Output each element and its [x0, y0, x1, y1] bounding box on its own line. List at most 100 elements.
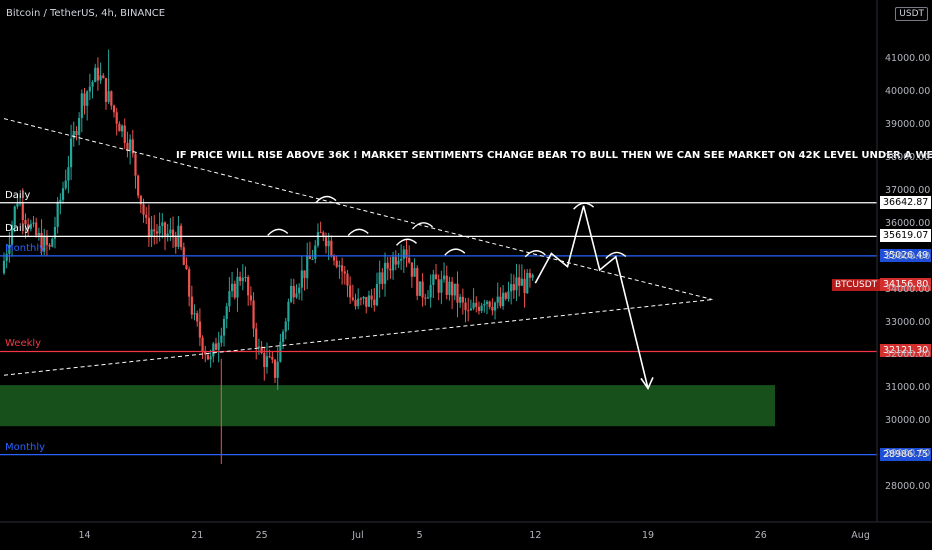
candle-body	[354, 299, 357, 307]
candle-body	[174, 237, 177, 247]
candle-body	[284, 321, 287, 332]
candle-body	[271, 356, 274, 360]
candle-body	[123, 125, 126, 143]
chart-title: Bitcoin / TetherUS, 4h, BINANCE	[6, 8, 166, 19]
candle-body	[24, 219, 27, 225]
pattern-arc	[267, 228, 289, 236]
y-tick-label: 34000.00	[885, 283, 931, 295]
candle-body	[163, 222, 167, 236]
candle-body	[120, 125, 124, 132]
candle-body	[306, 255, 309, 279]
level-label-0: Daily	[5, 189, 31, 201]
y-tick-label: 30000.00	[885, 415, 931, 427]
candle-body	[276, 361, 279, 378]
candle-body	[515, 277, 518, 291]
candle-body	[448, 281, 451, 295]
candle-body	[416, 268, 419, 296]
candle-body	[204, 351, 207, 355]
candle-body	[504, 292, 507, 299]
candle-body	[110, 91, 113, 106]
candle-body	[158, 226, 161, 234]
candle-body	[362, 296, 365, 299]
candle-body	[147, 217, 150, 238]
candle-body	[418, 281, 422, 296]
candle-body	[330, 240, 333, 257]
candle-body	[268, 356, 271, 358]
candle-body	[94, 67, 97, 83]
candle-body	[483, 303, 486, 306]
candle-body	[319, 232, 322, 234]
candle-body	[51, 238, 54, 247]
x-tick-label: 19	[642, 530, 655, 541]
candle-body	[402, 249, 405, 259]
candle-body	[440, 279, 443, 293]
candle-body	[241, 277, 244, 282]
candle-body	[314, 245, 317, 259]
candle-body	[263, 352, 266, 368]
candle-body	[61, 188, 65, 200]
candle-body	[59, 199, 62, 202]
candle-body	[453, 283, 456, 296]
candle-body	[217, 342, 220, 350]
candle-body	[308, 255, 311, 259]
candle-body	[520, 278, 523, 286]
candle-body	[383, 262, 387, 284]
level-label-2: Monthly	[5, 242, 46, 254]
level-price-tag-3: 32121.30	[880, 344, 932, 358]
candle-body	[491, 306, 494, 311]
y-tick-label: 39000.00	[885, 119, 931, 131]
candle-body	[145, 214, 148, 218]
level-price-tag-4: 28986.75	[880, 447, 932, 461]
y-tick-label: 36000.00	[885, 217, 931, 229]
candle-body	[480, 305, 483, 311]
candle-body	[346, 273, 349, 286]
candle-body	[80, 93, 83, 119]
candle-body	[464, 302, 467, 311]
candle-body	[161, 222, 164, 227]
candle-body	[233, 283, 236, 298]
y-tick-label: 33000.00	[885, 316, 931, 328]
y-tick-label: 35000.00	[885, 250, 931, 262]
candle-body	[405, 249, 408, 258]
candle-body	[107, 91, 110, 102]
candle-body	[365, 296, 368, 307]
candle-body	[150, 229, 153, 238]
candle-body	[496, 296, 499, 303]
candle-body	[244, 276, 247, 278]
candle-body	[209, 356, 212, 360]
level-label-4: Monthly	[5, 441, 46, 453]
candle-body	[236, 276, 239, 298]
candle-body	[201, 337, 204, 352]
pattern-arc	[573, 202, 595, 210]
candle-body	[190, 296, 193, 315]
candle-body	[43, 235, 46, 252]
currency-button[interactable]: USDT	[895, 7, 928, 21]
candle-body	[445, 275, 448, 295]
candle-body	[373, 299, 376, 306]
candle-body	[292, 285, 295, 298]
projection-path	[534, 205, 649, 389]
candle-body	[69, 138, 73, 168]
candle-body	[332, 256, 336, 261]
candle-body	[359, 298, 362, 300]
candle-body	[91, 82, 94, 87]
candle-body	[367, 295, 371, 307]
candle-body	[322, 232, 325, 237]
y-tick-label: 41000.00	[885, 53, 931, 65]
candle-body	[531, 274, 534, 278]
candle-body	[86, 91, 89, 106]
candle-body	[300, 270, 303, 288]
candle-body	[467, 310, 470, 312]
candle-body	[477, 306, 481, 311]
pattern-arc	[347, 228, 369, 236]
candle-body	[493, 302, 497, 311]
candle-body	[389, 268, 392, 271]
candle-body	[99, 75, 102, 81]
candle-body	[115, 112, 118, 124]
candle-body	[370, 295, 373, 300]
candle-body	[343, 271, 346, 274]
candle-body	[273, 359, 277, 378]
trendline-descending	[3, 118, 713, 301]
candle-body	[249, 295, 252, 301]
